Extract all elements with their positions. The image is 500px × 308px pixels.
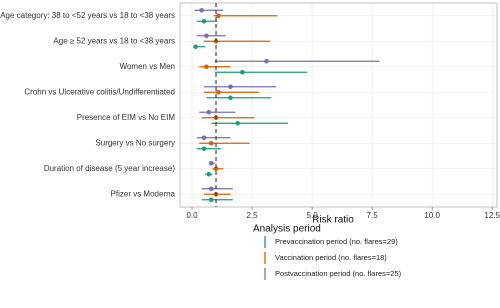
point-estimate — [193, 44, 198, 50]
plot-panel — [179, 2, 498, 208]
point-estimate — [216, 13, 221, 19]
point-estimate — [208, 160, 214, 166]
x-tick-label: 7.5 — [367, 211, 379, 220]
point-estimate — [201, 146, 207, 152]
y-tick-label: Age category: 38 to <52 years vs 18 to <… — [0, 11, 175, 20]
legend-title: Analysis period — [253, 224, 321, 235]
point-estimate — [240, 69, 245, 75]
point-estimate — [206, 171, 212, 177]
x-tick-label: 12.5 — [484, 211, 500, 220]
point-estimate — [204, 64, 209, 70]
point-estimate — [208, 186, 214, 192]
x-tick-label: 2.5 — [246, 211, 258, 220]
y-tick-label: Surgery vs No surgery — [95, 138, 175, 147]
point-estimate — [216, 89, 221, 95]
y-tick-label: Women vs Men — [120, 62, 175, 71]
legend-label: Prevaccination period (no. flares=29) — [275, 237, 398, 246]
point-estimate — [208, 197, 214, 203]
x-tick-label: 10.0 — [424, 211, 440, 220]
y-tick-label: Age ≥ 52 years vs 18 to <38 years — [53, 36, 175, 45]
point-estimate — [206, 109, 212, 115]
x-axis-title: Risk ratio — [312, 215, 354, 226]
y-tick-label: Crohn vs Ulcerative colitis/Undifferenti… — [24, 87, 175, 96]
y-tick-label: Presence of EIM vs No EIM — [77, 113, 176, 122]
point-estimate — [228, 95, 233, 101]
point-estimate — [204, 33, 209, 39]
y-tick-label: Pfizer vs Moderna — [111, 189, 176, 198]
legend-label: Postvaccination period (no. flares=25) — [275, 269, 402, 278]
point-estimate — [264, 58, 269, 64]
x-tick-label: 0.0 — [186, 211, 198, 220]
point-estimate — [201, 18, 207, 24]
point-estimate — [235, 120, 240, 126]
point-estimate — [201, 135, 207, 141]
point-estimate — [228, 84, 233, 90]
legend-label: Vaccination period (no. flares=18) — [275, 253, 387, 262]
y-tick-label: Duration of disease (5 year increase) — [44, 164, 176, 173]
point-estimate — [213, 166, 219, 172]
point-estimate — [208, 140, 214, 146]
x-tick-label: 5.0 — [307, 211, 319, 220]
point-estimate — [199, 7, 204, 13]
